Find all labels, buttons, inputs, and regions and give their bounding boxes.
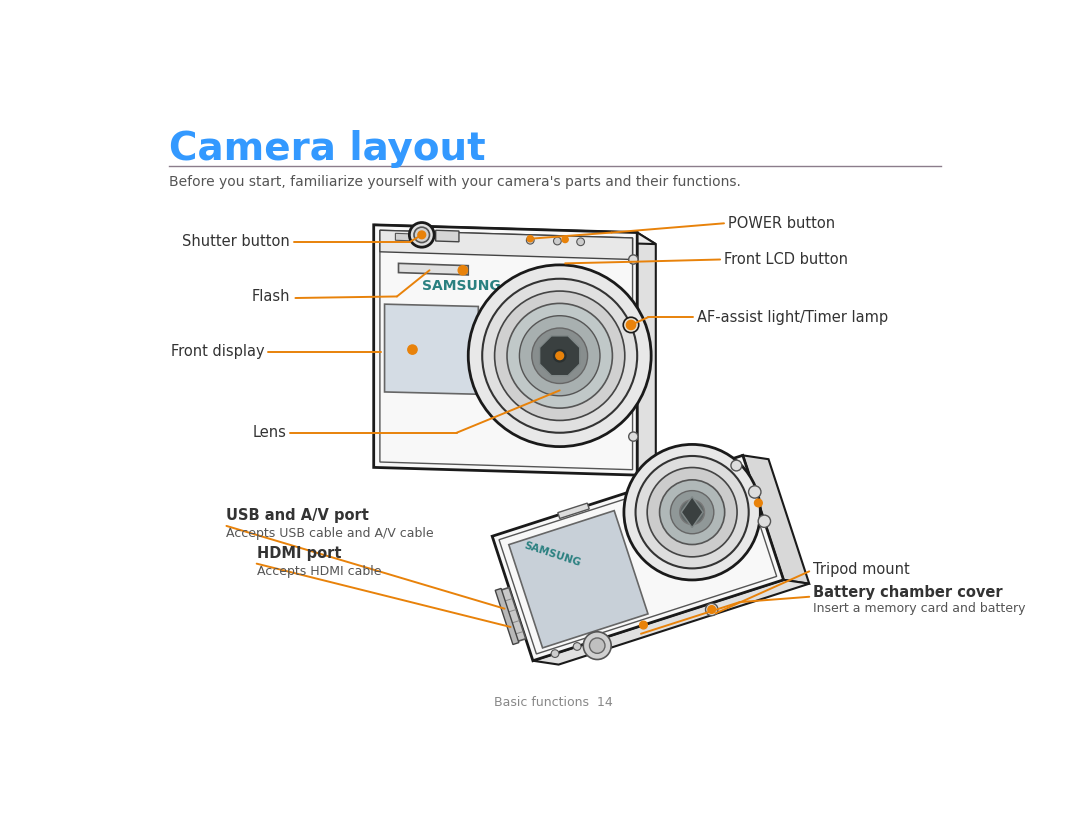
- Circle shape: [647, 468, 737, 557]
- Circle shape: [458, 266, 468, 275]
- Circle shape: [731, 460, 742, 471]
- Circle shape: [556, 352, 564, 359]
- Text: AF-assist light/Timer lamp: AF-assist light/Timer lamp: [697, 310, 888, 324]
- Circle shape: [507, 303, 612, 408]
- Polygon shape: [743, 456, 809, 584]
- Circle shape: [469, 265, 651, 447]
- Polygon shape: [380, 231, 633, 259]
- Text: Front display: Front display: [171, 345, 265, 359]
- Circle shape: [495, 291, 625, 421]
- Circle shape: [748, 486, 761, 498]
- Text: SAMSUNG: SAMSUNG: [523, 541, 582, 569]
- Polygon shape: [496, 588, 518, 645]
- Circle shape: [626, 320, 636, 329]
- Text: Battery chamber cover: Battery chamber cover: [813, 584, 1002, 600]
- Text: Front LCD button: Front LCD button: [724, 252, 848, 267]
- Circle shape: [542, 339, 577, 372]
- Text: Camera layout: Camera layout: [170, 130, 486, 168]
- Text: Lens: Lens: [253, 425, 286, 440]
- Text: Flash: Flash: [252, 289, 291, 304]
- Circle shape: [554, 237, 562, 244]
- Text: Basic functions  14: Basic functions 14: [495, 696, 612, 709]
- Circle shape: [583, 632, 611, 659]
- Polygon shape: [435, 231, 459, 242]
- Text: Insert a memory card and battery: Insert a memory card and battery: [813, 601, 1026, 615]
- Text: SAMSUNG: SAMSUNG: [422, 280, 500, 293]
- Polygon shape: [384, 304, 478, 394]
- Polygon shape: [681, 497, 703, 527]
- Circle shape: [551, 650, 558, 658]
- Circle shape: [629, 255, 638, 264]
- Circle shape: [482, 279, 637, 433]
- Polygon shape: [500, 588, 526, 641]
- Text: Before you start, familiarize yourself with your camera's parts and their functi: Before you start, familiarize yourself w…: [170, 174, 741, 189]
- Circle shape: [531, 328, 588, 384]
- Text: Shutter button: Shutter button: [183, 234, 291, 249]
- Circle shape: [671, 491, 714, 534]
- Polygon shape: [532, 579, 809, 664]
- Circle shape: [629, 432, 638, 441]
- Circle shape: [414, 227, 430, 243]
- Circle shape: [758, 515, 770, 527]
- Circle shape: [409, 346, 416, 353]
- Circle shape: [635, 456, 748, 568]
- Circle shape: [639, 621, 647, 629]
- Text: Accepts USB cable and A/V cable: Accepts USB cable and A/V cable: [227, 527, 434, 540]
- Circle shape: [624, 444, 760, 580]
- Circle shape: [705, 603, 718, 615]
- Text: Tripod mount: Tripod mount: [813, 562, 909, 576]
- Circle shape: [660, 480, 725, 544]
- Text: HDMI port: HDMI port: [257, 546, 341, 562]
- Polygon shape: [374, 225, 656, 244]
- Circle shape: [527, 236, 534, 242]
- Polygon shape: [374, 225, 637, 475]
- Circle shape: [707, 606, 716, 614]
- Polygon shape: [557, 503, 590, 518]
- Circle shape: [577, 238, 584, 245]
- Circle shape: [418, 231, 426, 239]
- Polygon shape: [637, 232, 656, 489]
- Circle shape: [526, 236, 535, 244]
- Circle shape: [755, 499, 762, 507]
- Circle shape: [573, 642, 581, 650]
- Circle shape: [408, 345, 417, 355]
- Polygon shape: [395, 233, 417, 241]
- Circle shape: [679, 500, 704, 525]
- Text: POWER button: POWER button: [728, 216, 835, 231]
- Polygon shape: [399, 263, 469, 275]
- Polygon shape: [509, 511, 648, 648]
- Polygon shape: [540, 336, 580, 376]
- Text: USB and A/V port: USB and A/V port: [227, 509, 369, 523]
- Circle shape: [623, 317, 638, 333]
- Circle shape: [562, 236, 568, 243]
- Polygon shape: [492, 456, 783, 661]
- Circle shape: [409, 222, 434, 247]
- Circle shape: [519, 315, 600, 396]
- Text: Accepts HDMI cable: Accepts HDMI cable: [257, 565, 381, 578]
- Circle shape: [590, 638, 605, 654]
- Circle shape: [554, 350, 566, 362]
